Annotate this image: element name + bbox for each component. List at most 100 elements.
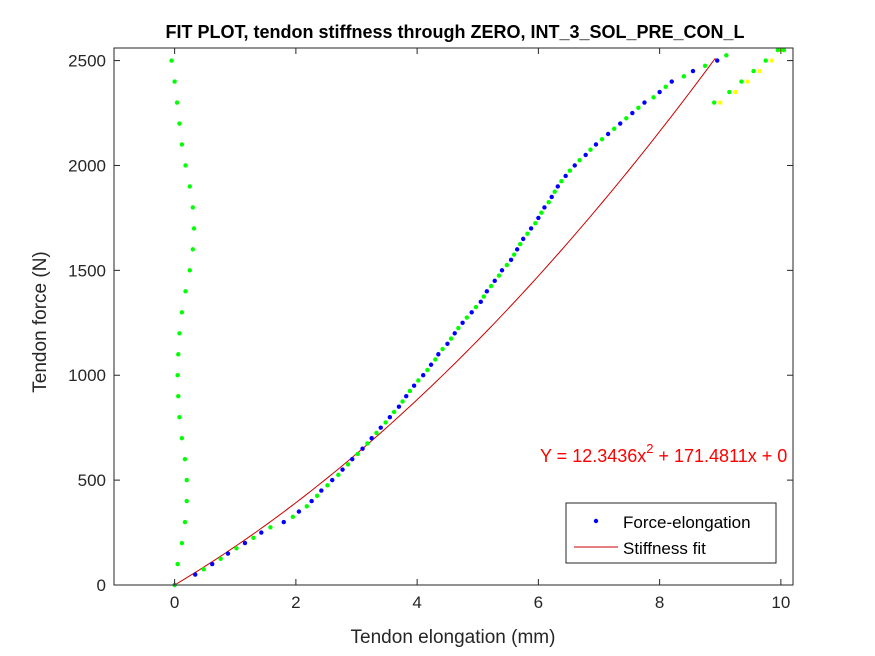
data-point bbox=[175, 373, 180, 378]
plot-area-box bbox=[113, 47, 794, 586]
data-point bbox=[681, 74, 687, 79]
data-point bbox=[304, 504, 309, 509]
data-point bbox=[504, 262, 510, 268]
data-point bbox=[539, 210, 544, 215]
data-point bbox=[218, 556, 223, 561]
data-point bbox=[175, 561, 180, 567]
data-point bbox=[383, 420, 388, 425]
data-point bbox=[469, 310, 474, 315]
data-point bbox=[400, 399, 405, 404]
legend-label-stiffness-fit: Stiffness fit bbox=[623, 539, 706, 558]
data-point bbox=[711, 100, 717, 105]
data-point bbox=[739, 79, 744, 84]
data-point bbox=[251, 535, 256, 541]
data-point bbox=[499, 268, 505, 273]
data-point bbox=[605, 131, 611, 137]
data-point bbox=[481, 294, 487, 299]
data-point bbox=[624, 116, 629, 121]
x-tick-label: 0 bbox=[170, 593, 179, 612]
data-point bbox=[182, 519, 188, 525]
ticks-layer: 0 2 4 6 8 10 0 500 1000 1500 2000 2500 bbox=[68, 48, 793, 612]
data-point bbox=[183, 163, 188, 168]
data-point bbox=[433, 357, 438, 362]
data-point bbox=[177, 414, 182, 420]
data-point bbox=[187, 268, 192, 273]
data-point bbox=[187, 184, 192, 189]
data-point bbox=[268, 525, 273, 530]
data-point bbox=[583, 152, 588, 158]
data-point bbox=[350, 456, 355, 462]
data-point bbox=[340, 467, 345, 472]
data-point bbox=[190, 205, 196, 210]
data-point bbox=[536, 215, 541, 221]
data-point bbox=[572, 163, 577, 168]
data-point bbox=[657, 89, 662, 95]
data-point bbox=[618, 121, 623, 126]
data-point bbox=[563, 173, 568, 179]
data-point bbox=[555, 184, 560, 189]
data-point bbox=[387, 414, 393, 420]
data-point bbox=[179, 142, 185, 147]
data-point bbox=[448, 336, 454, 341]
data-point bbox=[757, 68, 762, 74]
data-point bbox=[378, 425, 383, 430]
x-tick-label: 10 bbox=[771, 593, 790, 612]
data-point bbox=[355, 451, 360, 457]
data-point bbox=[369, 435, 374, 441]
data-point bbox=[374, 430, 379, 436]
x-tick-label: 8 bbox=[655, 593, 664, 612]
data-point bbox=[179, 540, 185, 546]
y-axis-label: Tendon force (N) bbox=[30, 251, 51, 393]
data-point bbox=[184, 498, 189, 504]
y-tick-label: 2500 bbox=[68, 52, 106, 71]
data-point bbox=[651, 95, 656, 100]
data-point bbox=[775, 47, 781, 53]
data-point bbox=[715, 58, 720, 63]
data-point bbox=[182, 456, 188, 462]
data-point bbox=[169, 58, 174, 63]
data-point bbox=[593, 142, 599, 147]
data-point bbox=[549, 194, 554, 200]
legend-label-force-elongation: Force-elongation bbox=[623, 513, 751, 532]
y-tick-label: 500 bbox=[78, 471, 106, 490]
data-point bbox=[517, 241, 523, 247]
y-tick-label: 0 bbox=[97, 576, 106, 595]
x-axis-label: Tendon elongation (mm) bbox=[351, 627, 556, 648]
data-point bbox=[176, 394, 181, 399]
data-point bbox=[577, 158, 582, 163]
x-tick-label: 6 bbox=[534, 593, 543, 612]
data-point bbox=[407, 388, 413, 394]
data-point bbox=[259, 530, 264, 535]
legend: Force-elongation Stiffness fit bbox=[565, 502, 777, 564]
data-point bbox=[702, 63, 708, 69]
data-point bbox=[552, 189, 557, 194]
data-point bbox=[411, 383, 417, 388]
data-point bbox=[281, 519, 286, 525]
data-point bbox=[440, 346, 445, 352]
data-point bbox=[365, 441, 370, 446]
data-point bbox=[542, 205, 547, 210]
data-point bbox=[336, 472, 341, 478]
data-point bbox=[179, 310, 185, 315]
data-point bbox=[396, 404, 402, 409]
data-point bbox=[718, 100, 723, 105]
x-tick-label: 4 bbox=[412, 593, 421, 612]
data-point bbox=[511, 252, 517, 257]
fit-equation-prefix: Y = 12.3436x bbox=[540, 446, 646, 466]
scatter-points-layer bbox=[169, 47, 787, 588]
data-point bbox=[488, 283, 494, 289]
data-point bbox=[436, 352, 441, 357]
data-point bbox=[184, 477, 189, 483]
data-point bbox=[456, 325, 461, 331]
fit-equation-exponent: 2 bbox=[646, 441, 653, 456]
data-point bbox=[183, 289, 188, 294]
stiffness-fit-line bbox=[174, 57, 716, 586]
data-point bbox=[751, 68, 756, 74]
data-point bbox=[769, 58, 774, 63]
y-tick-label: 1000 bbox=[68, 366, 106, 385]
data-point bbox=[636, 105, 641, 110]
data-point bbox=[210, 561, 215, 567]
data-point bbox=[559, 179, 564, 184]
data-point bbox=[642, 100, 647, 105]
